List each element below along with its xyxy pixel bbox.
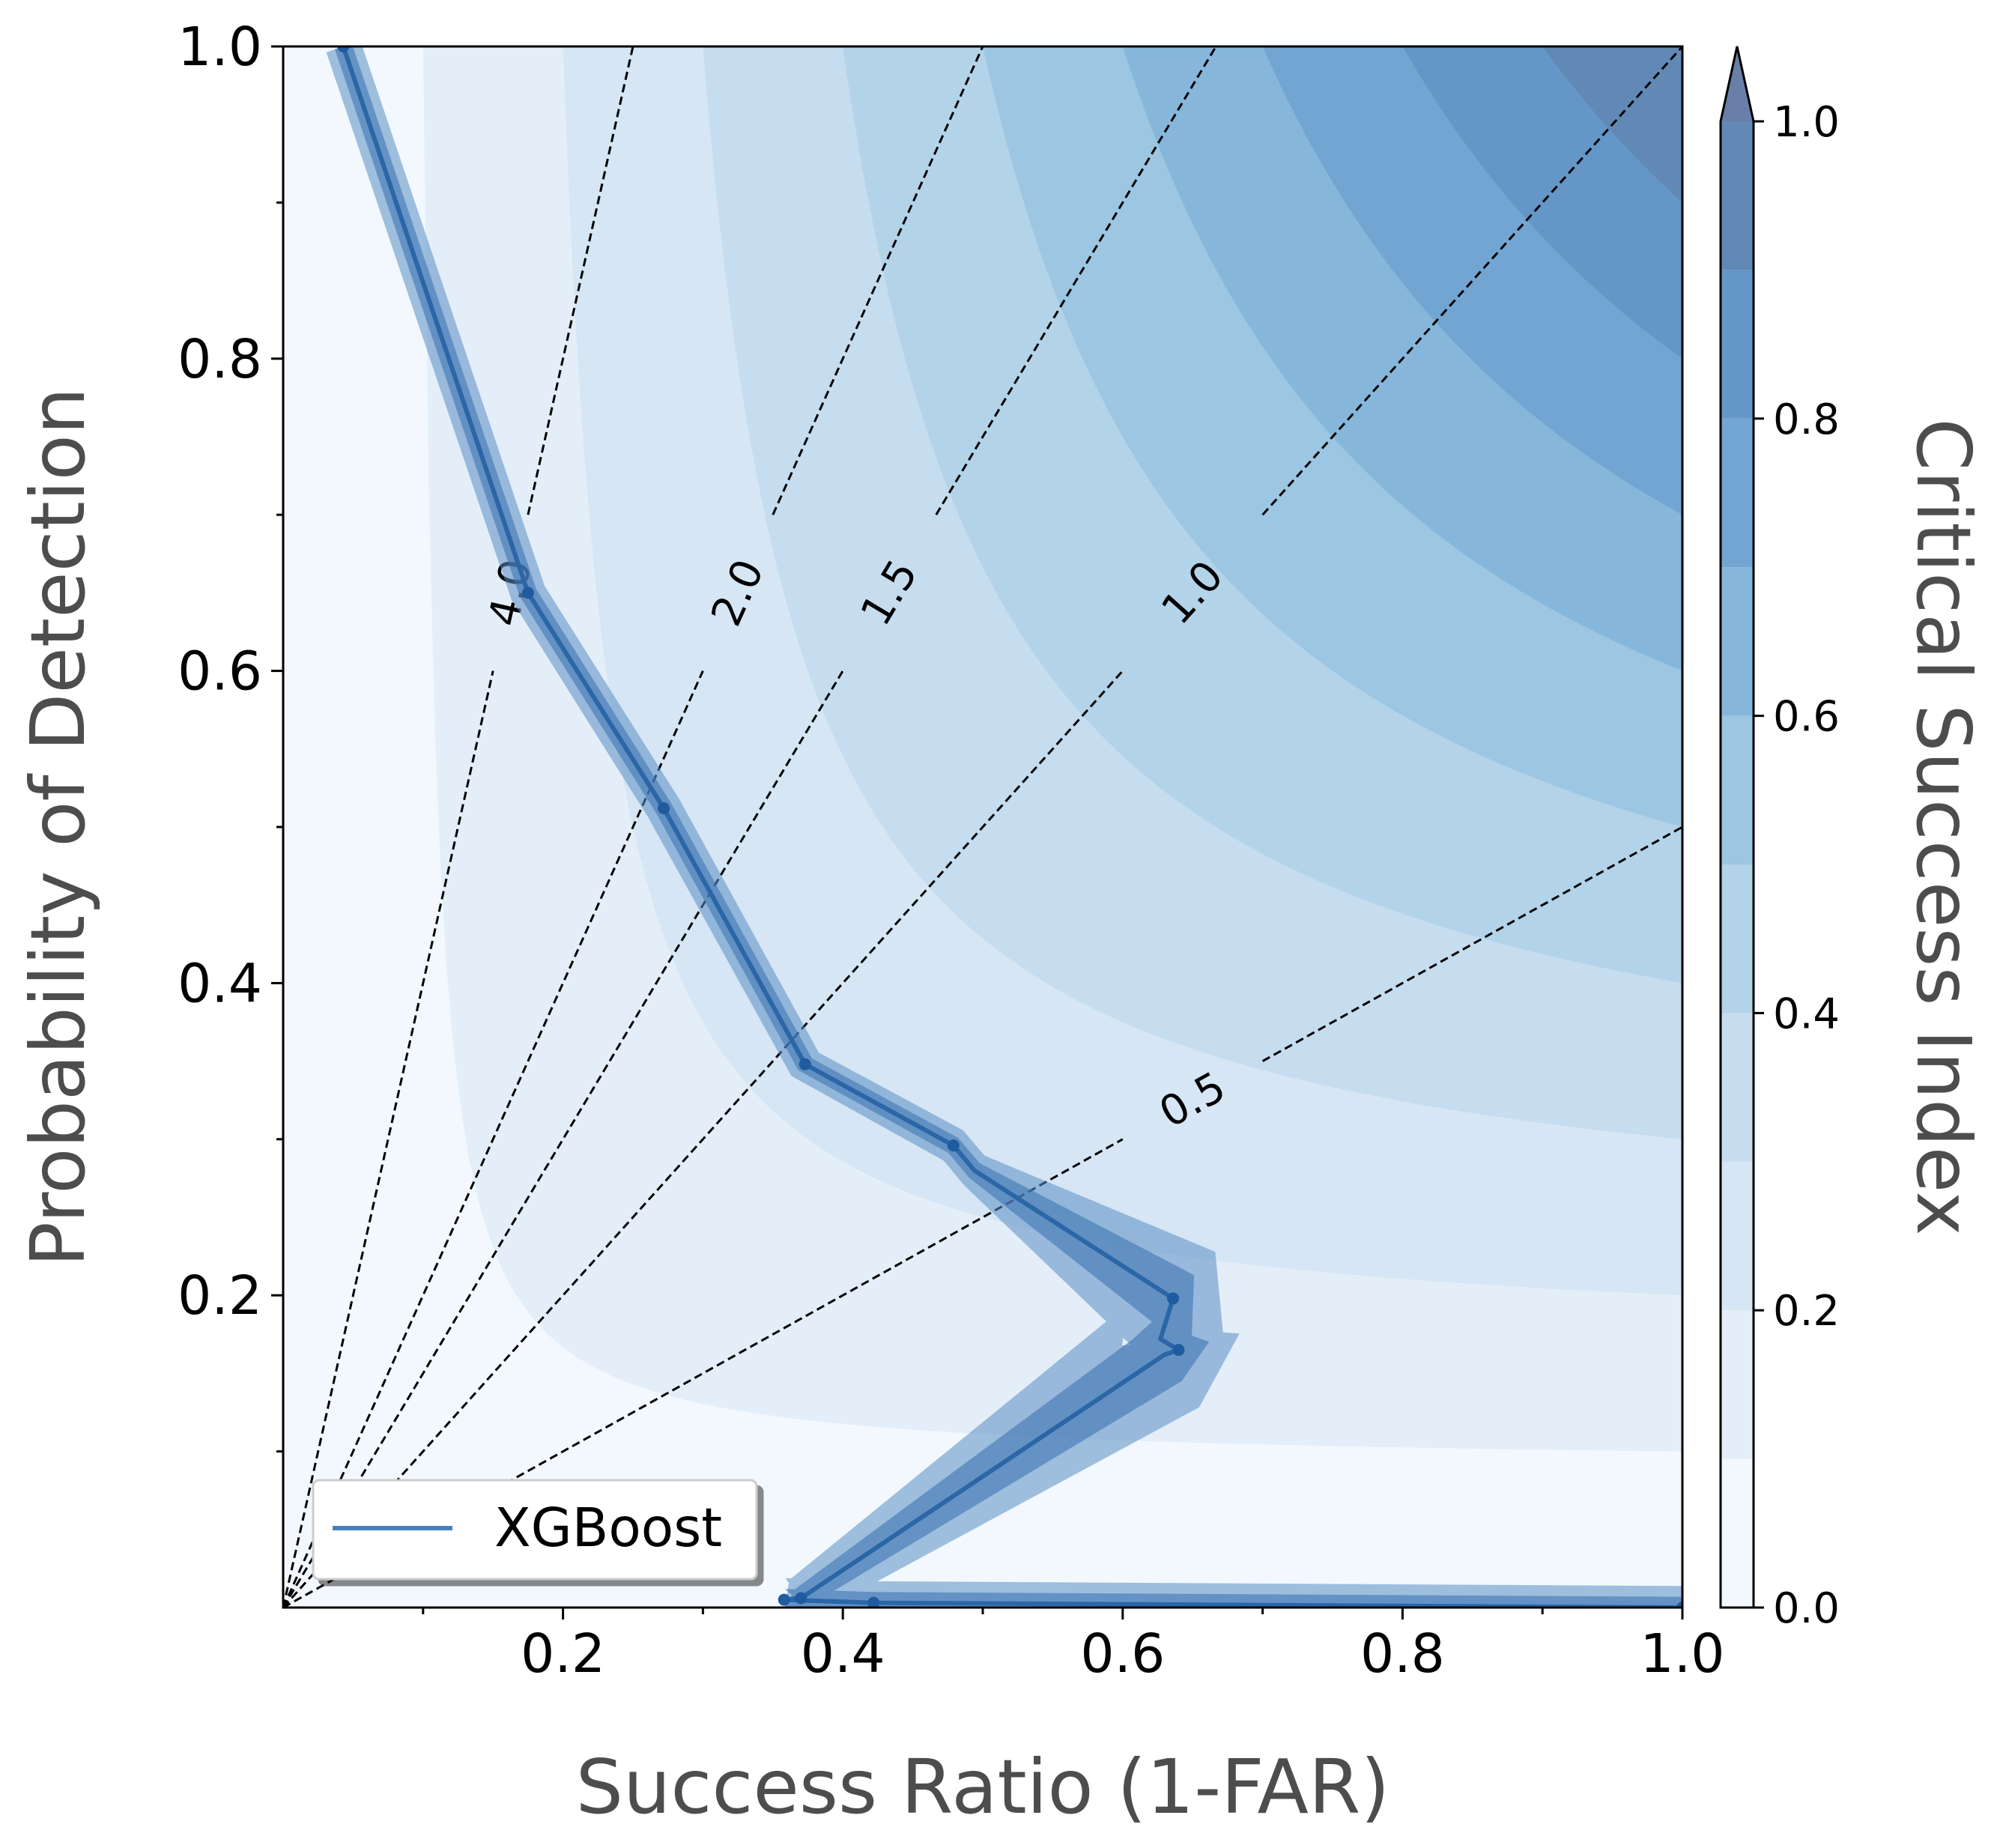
y-tick-label: 1.0: [178, 16, 262, 78]
bias-line: [772, 46, 984, 515]
x-tick-label: 0.8: [1360, 1623, 1445, 1685]
colorbar-extend-arrow: [1721, 46, 1754, 121]
colorbar-segment: [1721, 1458, 1754, 1608]
x-tick-label: 0.6: [1080, 1623, 1165, 1685]
bias-line: [283, 670, 704, 1608]
y-axis-ticks: 0.2 0.4 0.6 0.8 1.0: [178, 16, 283, 1453]
y-axis-title: Probability of Detection: [14, 387, 102, 1267]
colorbar-segment: [1721, 1161, 1754, 1311]
colorbar-tick-label: 0.6: [1773, 693, 1840, 742]
x-axis-title: Success Ratio (1-FAR): [576, 1743, 1390, 1831]
series-point: [1167, 1292, 1180, 1305]
series-layer: [326, 46, 1682, 1608]
colorbar-tick-label: 1.0: [1773, 98, 1840, 147]
bias-line: [527, 46, 634, 515]
colorbar-segment: [1721, 121, 1754, 270]
x-tick-label: 0.2: [521, 1623, 605, 1685]
colorbar-segment: [1721, 567, 1754, 716]
colorbar-segment: [1721, 715, 1754, 864]
bias-line: [283, 670, 494, 1608]
colorbar: [1719, 46, 1755, 1609]
x-tick-label: 0.4: [801, 1623, 885, 1685]
series-point: [337, 46, 350, 52]
colorbar-segment: [1721, 270, 1754, 419]
colorbar-ticks: 0.0 0.2 0.4 0.6 0.8 1.0: [1754, 98, 1840, 1633]
y-tick-label: 0.2: [178, 1264, 262, 1327]
series-point: [658, 802, 670, 814]
series-point: [795, 1592, 807, 1605]
bias-line: [283, 670, 1124, 1608]
colorbar-segment: [1721, 418, 1754, 568]
colorbar-segment: [1721, 1310, 1754, 1459]
y-tick-label: 0.8: [178, 328, 262, 390]
x-axis-ticks: 0.2 0.4 0.6 0.8 1.0: [422, 1608, 1725, 1685]
x-tick-label: 1.0: [1640, 1623, 1725, 1685]
y-tick-label: 0.6: [178, 640, 262, 703]
legend: XGBoost: [312, 1479, 758, 1581]
bias-line: [1261, 825, 1682, 1062]
colorbar-tick-label: 0.4: [1773, 990, 1840, 1038]
series-point: [521, 587, 534, 599]
bias-line: [1261, 46, 1682, 516]
colorbar-tick-label: 0.0: [1773, 1584, 1840, 1633]
legend-box: [312, 1479, 758, 1581]
series-point: [947, 1139, 960, 1152]
colorbar-tick-label: 0.8: [1773, 396, 1840, 444]
colorbar-segment: [1721, 864, 1754, 1014]
bias-line: [283, 670, 844, 1608]
series-point: [778, 1593, 790, 1606]
series-point: [867, 1596, 880, 1608]
series-point: [1676, 1602, 1682, 1608]
colorbar-outline: [1719, 46, 1755, 1609]
colorbar-tick-label: 0.2: [1773, 1287, 1840, 1336]
y-tick-label: 0.4: [178, 952, 262, 1014]
series-point: [1172, 1344, 1185, 1357]
colorbar-segment: [1721, 1013, 1754, 1162]
legend-label: XGBoost: [494, 1497, 722, 1559]
series-point: [798, 1058, 811, 1070]
colorbar-title: Critical Success Index: [1900, 418, 1987, 1235]
bias-line: [935, 46, 1217, 515]
